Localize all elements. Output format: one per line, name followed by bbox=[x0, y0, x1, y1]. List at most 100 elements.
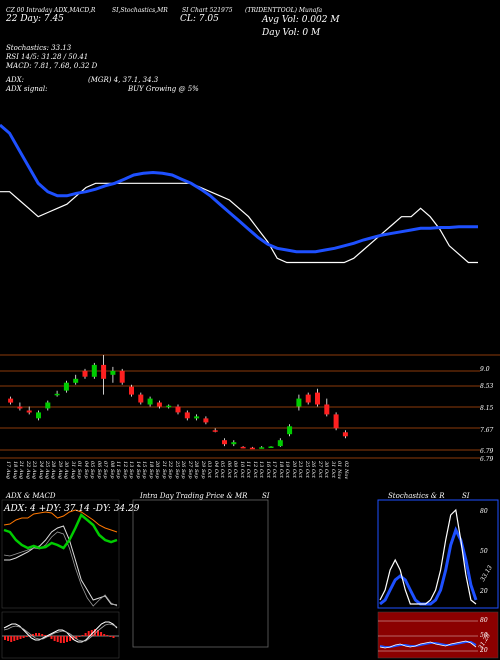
candle-x-tick-label: 05 Oct bbox=[219, 461, 226, 478]
candle-body bbox=[194, 416, 200, 419]
rsi-panel-frame bbox=[377, 611, 499, 659]
macd-panel-frame bbox=[1, 611, 120, 659]
macd-histogram-bar bbox=[22, 636, 25, 638]
adx-di-grey-line bbox=[3, 531, 118, 607]
header-22-day: 22 Day: 7.45 bbox=[6, 14, 64, 24]
macd-histogram-bar bbox=[97, 630, 99, 636]
macd-histogram-bar bbox=[35, 633, 37, 636]
candle-body bbox=[249, 447, 255, 450]
macd-histogram-bar bbox=[103, 634, 106, 636]
rsi-label-20: 20 bbox=[480, 647, 488, 654]
rsi-label-50: 50 bbox=[480, 632, 488, 639]
macd-histogram-bar bbox=[41, 634, 44, 636]
mr-panel-si: SI bbox=[262, 492, 270, 500]
candle-x-tick-label: 29 Aug bbox=[56, 461, 63, 479]
macd-histogram-bar bbox=[62, 636, 65, 643]
stoch-panel-si: SI bbox=[462, 492, 470, 500]
macd-histogram-bar bbox=[72, 636, 75, 640]
candle-x-tick-label: 30 Oct bbox=[323, 461, 329, 478]
macd-histogram-bar bbox=[25, 636, 28, 637]
candle-x-tick-label: 30 Aug bbox=[63, 461, 70, 479]
candle-x-tick-label: 28 Sep bbox=[193, 461, 200, 479]
candle-body bbox=[259, 447, 265, 449]
candle-body bbox=[175, 406, 181, 413]
candle-body bbox=[36, 412, 41, 419]
mgr-readout: (MGR) 4, 37.1, 34.3 bbox=[88, 76, 159, 84]
candle-body bbox=[63, 382, 69, 391]
macd-histogram-bar bbox=[10, 636, 13, 642]
candle-x-tick-label: 07 Sep bbox=[102, 461, 109, 479]
candle-body bbox=[119, 370, 125, 383]
candle-body bbox=[305, 394, 311, 403]
candle-body bbox=[296, 398, 302, 407]
macd-histogram-bar bbox=[78, 636, 81, 637]
candle-x-tick-label: 27 Sep bbox=[186, 461, 193, 479]
adx-di-orange-line bbox=[3, 509, 118, 533]
buy-signal: BUY Growing @ 5% bbox=[128, 85, 199, 93]
candle-x-tick-label: 28 Aug bbox=[50, 461, 57, 479]
candle-x-tick-label: 24 Aug bbox=[37, 461, 44, 479]
macd-histogram-bar bbox=[87, 631, 90, 636]
candle-body bbox=[324, 404, 330, 415]
candle-x-tick-label: 17 Oct bbox=[271, 461, 278, 478]
header-title-d: (TRIDENTTOOL) Munafa bbox=[245, 7, 323, 14]
rsi-label-80: 80 bbox=[480, 617, 488, 624]
candle-x-tick-label: 13 Sep bbox=[128, 461, 135, 479]
candle-body bbox=[212, 430, 218, 432]
stoch-panel-title: Stochastics & R bbox=[388, 492, 445, 500]
candle-x-tick-label: 02 Nov bbox=[342, 461, 349, 480]
day-volume: Day Vol: 0 M bbox=[262, 28, 321, 38]
macd-histogram-bar bbox=[50, 636, 53, 639]
candle-x-tick-label: 23 Aug bbox=[31, 461, 37, 479]
candle-x-tick-label: 04 Sep bbox=[82, 461, 89, 479]
candle-body bbox=[54, 393, 60, 396]
moving-average-line bbox=[0, 123, 478, 254]
header-title-c: SI Chart 521975 bbox=[182, 7, 233, 14]
candle-x-tick-label: 22 Sep bbox=[167, 461, 174, 479]
candle-x-tick-label: 11 Oct bbox=[245, 461, 252, 478]
macd-histogram-bar bbox=[81, 635, 84, 636]
macd-histogram-bar bbox=[56, 636, 59, 642]
candle-body bbox=[110, 370, 116, 375]
candle-body bbox=[73, 378, 79, 383]
candle-x-tick-label: 20 Sep bbox=[154, 461, 161, 479]
adx-panel-values: ADX: 4 +DY: 37.14 -DY: 34.29 bbox=[4, 504, 140, 514]
candle-body bbox=[315, 392, 320, 405]
macd-histogram-bar bbox=[7, 636, 10, 641]
candle-x-tick-label: 14 Sep bbox=[134, 461, 141, 479]
candle-x-tick-label: 16 Oct bbox=[264, 461, 271, 478]
candle-x-tick-label: 29 Sep bbox=[199, 461, 206, 479]
macd-histogram-bar bbox=[31, 634, 34, 636]
candle-x-tick-label: 15 Sep bbox=[141, 461, 148, 479]
macd-histogram-bar bbox=[112, 636, 115, 638]
adx-panel-title: ADX & MACD bbox=[6, 492, 56, 500]
stochastic-k-line bbox=[379, 508, 477, 605]
macd-histogram-bar bbox=[4, 636, 6, 640]
candle-x-tick-label: 31 Aug bbox=[69, 461, 76, 479]
rsi-blue-line bbox=[379, 641, 477, 648]
header-title-a: CZ 00 Intraday ADX,MACD,R bbox=[6, 7, 96, 14]
macd-histogram-bar bbox=[66, 636, 68, 642]
macd-histogram-bar bbox=[84, 633, 87, 636]
candle-x-tick-label: 18 Aug bbox=[11, 461, 18, 479]
candle-x-tick-label: 11 Sep bbox=[115, 461, 122, 479]
rsi-white-line bbox=[379, 640, 477, 649]
candle-body bbox=[166, 405, 172, 408]
stoch-label-20: 20 bbox=[480, 588, 488, 595]
stoch-label-80: 80 bbox=[480, 508, 488, 515]
candle-x-tick-label: 12 Oct bbox=[251, 461, 258, 478]
candle-x-tick-label: 19 Oct bbox=[284, 461, 291, 478]
macd-histogram-bar bbox=[53, 636, 56, 641]
macd-histogram-bar bbox=[38, 633, 41, 636]
macd-histogram-bar bbox=[28, 635, 31, 636]
macd-histogram-bar bbox=[44, 635, 47, 636]
macd-histogram-bar bbox=[109, 636, 112, 637]
candle-x-tick-label: 03 Oct bbox=[206, 461, 213, 478]
candle-x-tick-label: 26 Sep bbox=[180, 461, 187, 479]
macd-histogram-bar bbox=[106, 635, 109, 636]
candle-body bbox=[333, 414, 339, 429]
macd-histogram-bar bbox=[75, 636, 78, 639]
stoch-label-50: 50 bbox=[480, 548, 488, 555]
candle-body bbox=[91, 364, 97, 377]
